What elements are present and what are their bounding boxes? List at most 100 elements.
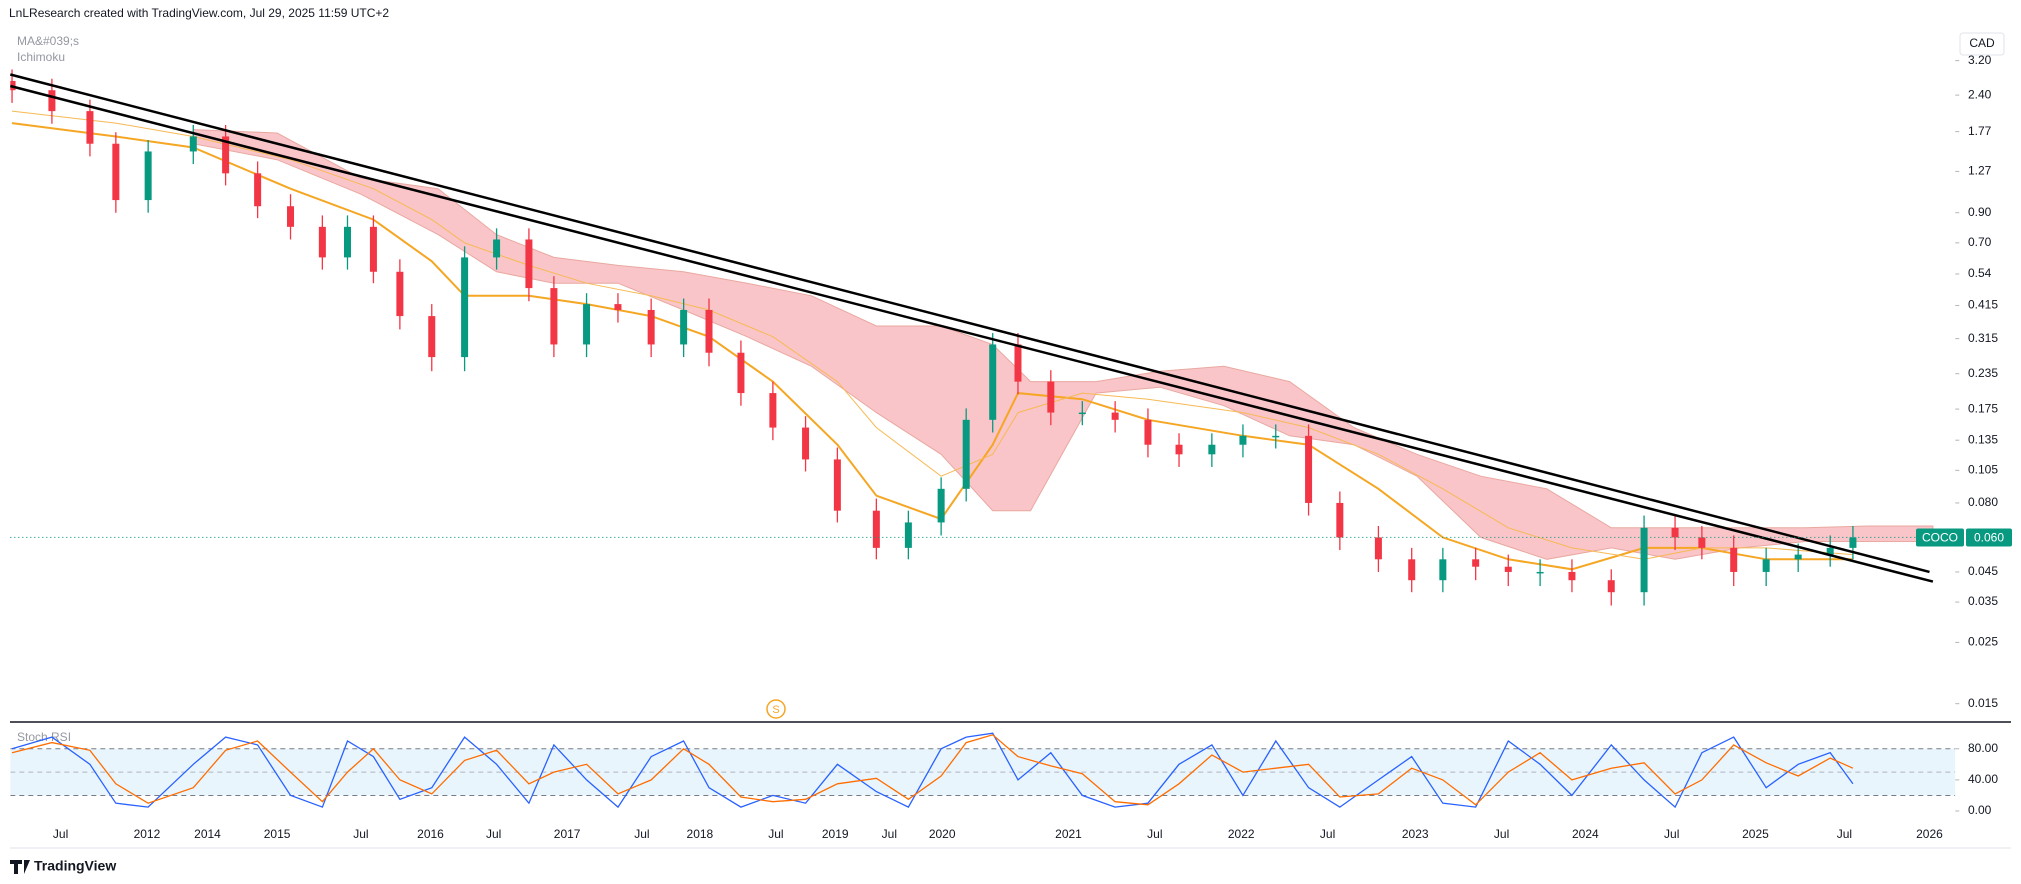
candle-body [550, 288, 558, 345]
trendline [9, 73, 1930, 574]
x-tick-label: Jul [1320, 827, 1335, 841]
x-tick-label: 2020 [929, 827, 956, 841]
y-tick-label: 1.27 [1968, 164, 1992, 178]
candle-body [144, 151, 152, 201]
y-tick-label: 2.40 [1968, 87, 1992, 101]
candle-body [1472, 559, 1480, 567]
candle-body [904, 522, 912, 548]
candle-body [369, 226, 377, 272]
x-tick-label: 2012 [134, 827, 161, 841]
candle-body [1239, 435, 1247, 445]
x-tick-label: 2017 [554, 827, 581, 841]
currency-box[interactable] [1959, 32, 2005, 56]
y-tick-label: 0.080 [1968, 495, 1998, 509]
candle-body [769, 393, 777, 428]
candle-body [1536, 571, 1544, 574]
last-price-label: 0.060 [1974, 531, 2004, 545]
candle-body [428, 316, 436, 358]
candle-body [1272, 435, 1280, 438]
candle-body [222, 136, 230, 174]
brand-logo [10, 860, 30, 874]
candle-body [1568, 571, 1576, 581]
candle-body [1305, 435, 1313, 503]
candle-body [680, 309, 688, 345]
candle-body [287, 206, 295, 227]
candle-body [1640, 527, 1648, 593]
y-tick-label: 0.90 [1968, 205, 1992, 219]
stoch-pane [10, 732, 1956, 809]
y-tick-label: 0.00 [1968, 803, 1992, 817]
y-tick-label: 0.105 [1968, 463, 1998, 477]
candle-body [583, 304, 591, 345]
event-marker[interactable]: S [772, 704, 779, 716]
candle-body [1208, 444, 1216, 455]
candle-body [1336, 502, 1344, 538]
candle-body [1698, 537, 1706, 548]
candle-body [1078, 412, 1086, 415]
y-tick-label: 0.235 [1968, 366, 1998, 380]
candle-body [1504, 566, 1512, 572]
candle-body [189, 136, 197, 152]
y-tick-label: 0.035 [1968, 594, 1998, 608]
x-tick-label: 2022 [1228, 827, 1255, 841]
candle-body [833, 459, 841, 511]
x-tick-label: Jul [1147, 827, 1162, 841]
x-tick-label: 2023 [1402, 827, 1429, 841]
x-tick-label: Jul [53, 827, 68, 841]
candle-body [525, 239, 533, 289]
indicator-label: MA&#039;s [17, 34, 79, 48]
y-tick-label: 1.77 [1968, 124, 1992, 138]
x-tick-label: Jul [634, 827, 649, 841]
x-tick-label: 2016 [417, 827, 444, 841]
candle-body [343, 226, 351, 258]
x-tick-label: 2024 [1572, 827, 1599, 841]
candle-body [705, 309, 713, 353]
x-tick-label: Jul [1494, 827, 1509, 841]
x-tick-label: 2025 [1742, 827, 1769, 841]
x-tick-label: Jul [1837, 827, 1852, 841]
stoch-line [11, 734, 1854, 806]
event-marker-circle[interactable] [766, 699, 786, 719]
y-tick-label: 40.00 [1968, 772, 1998, 786]
y-tick-label: 0.015 [1968, 696, 1998, 710]
x-tick-label: 2019 [822, 827, 849, 841]
candle-body [1047, 381, 1055, 413]
candle-body [647, 309, 655, 345]
trendline [9, 84, 1934, 583]
y-tick-label: 0.045 [1968, 564, 1998, 578]
x-tick-label: Jul [486, 827, 501, 841]
candle-body [1014, 344, 1022, 382]
candle-body [1439, 559, 1447, 581]
candle-body [1826, 547, 1834, 555]
y-tick-label: 0.175 [1968, 401, 1998, 415]
x-tick-label: 2018 [687, 827, 714, 841]
candle-body [1175, 444, 1183, 455]
x-tick-label: 2026 [1916, 827, 1943, 841]
x-tick-label: 2015 [264, 827, 291, 841]
candle-body [1408, 559, 1416, 581]
candle-body [614, 304, 622, 310]
x-tick-label: Jul [353, 827, 368, 841]
currency[interactable]: CAD [1969, 36, 1995, 50]
x-tick-label: Jul [882, 827, 897, 841]
y-tick-label: 0.54 [1968, 266, 1992, 280]
candle-body [1730, 547, 1738, 572]
candle-body [802, 427, 810, 460]
y-tick-label: 3.20 [1968, 53, 1992, 67]
candle-body [737, 352, 745, 394]
candle-body [1144, 419, 1152, 445]
x-tick-label: Jul [768, 827, 783, 841]
candle-body [461, 257, 469, 358]
indicator-label: Ichimoku [17, 50, 65, 64]
y-tick-label: 0.315 [1968, 331, 1998, 345]
header-title: LnLResearch created with TradingView.com… [9, 6, 389, 20]
stoch-line [11, 732, 1854, 809]
candle-body [872, 510, 880, 548]
candle-body [254, 173, 262, 207]
candle-body [1374, 537, 1382, 560]
candle-body [937, 488, 945, 523]
pane-title: Stoch RSI [17, 730, 71, 744]
last-price-box [1966, 528, 2012, 547]
